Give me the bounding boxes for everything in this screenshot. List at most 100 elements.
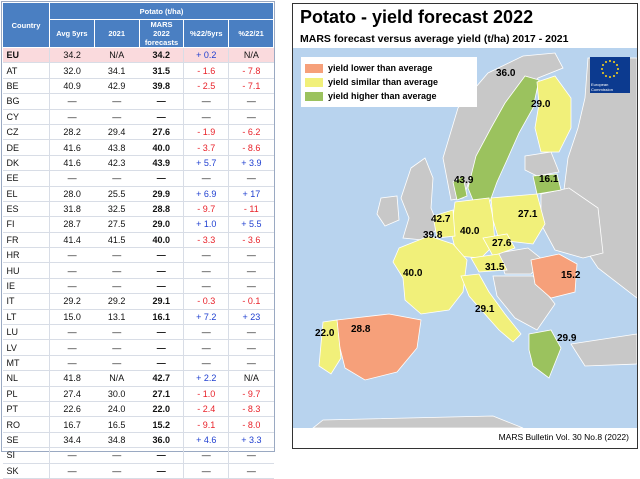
cell-pct-5yrs: - 1.6 xyxy=(183,62,229,79)
cell-2021: — xyxy=(94,170,140,187)
cell-2021: — xyxy=(94,278,140,295)
map-value-de: 40.0 xyxy=(460,226,480,237)
cell-pct-5yrs: — xyxy=(183,93,229,110)
cell-country: PL xyxy=(2,386,50,402)
cell-pct-21: — xyxy=(228,109,274,125)
cell-country: HR xyxy=(2,247,50,264)
cell-mars-forecast: — xyxy=(139,93,184,110)
header-pct-5yrs: %22/5yrs xyxy=(183,19,230,48)
legend-item-lower: yield lower than average xyxy=(305,62,433,74)
cell-pct-21: + 23 xyxy=(228,309,274,326)
cell-pct-5yrs: + 4.6 xyxy=(183,432,229,449)
cell-pct-5yrs: — xyxy=(183,447,229,464)
cell-avg-5yrs: — xyxy=(49,447,95,464)
table-row: BE 40.9 42.9 39.8- 2.5- 7.1 xyxy=(2,78,274,95)
cell-country: IT xyxy=(2,293,50,310)
cell-mars-forecast: — xyxy=(139,355,184,372)
cell-pct-21: N/A xyxy=(228,370,274,387)
table-row: HU — — — — — xyxy=(2,262,274,279)
cell-mars-forecast: — xyxy=(139,109,184,125)
cell-pct-5yrs: + 2.2 xyxy=(183,370,229,387)
cell-2021: 43.8 xyxy=(94,139,140,156)
cell-mars-forecast: 16.1 xyxy=(139,309,184,326)
country-poland xyxy=(490,193,546,245)
cell-avg-5yrs: 32.0 xyxy=(49,62,95,79)
cell-pct-5yrs: — xyxy=(183,355,229,372)
cell-avg-5yrs: — xyxy=(49,262,95,279)
cell-mars-forecast: — xyxy=(139,262,184,279)
map-value-dk: 43.9 xyxy=(454,175,474,186)
cell-pct-21: + 5.5 xyxy=(228,216,274,233)
map-panel: Potato - yield forecast 2022 MARS foreca… xyxy=(292,3,638,449)
country-belarus-ukraine xyxy=(540,187,604,259)
country-uk xyxy=(400,157,440,241)
cell-2021: 42.9 xyxy=(94,78,140,95)
header-2021: 2021 xyxy=(93,19,140,48)
map-legend: yield lower than average yield similar t… xyxy=(301,57,477,107)
cell-avg-5yrs: 40.9 xyxy=(49,78,95,95)
cell-avg-5yrs: — xyxy=(49,278,95,295)
cell-2021: 29.4 xyxy=(94,124,140,141)
cell-2021: — xyxy=(94,109,140,125)
cell-mars-forecast: — xyxy=(139,447,184,464)
table-row: HR — — — — — xyxy=(2,247,274,264)
map-value-cz: 27.6 xyxy=(492,238,512,249)
map-value-lt: 16.1 xyxy=(539,174,559,185)
cell-pct-21: - 7.1 xyxy=(228,78,274,95)
map-value-it: 29.1 xyxy=(475,304,495,315)
cell-avg-5yrs: 34.4 xyxy=(49,432,95,449)
cell-pct-5yrs: - 2.5 xyxy=(183,78,229,95)
cell-avg-5yrs: 41.4 xyxy=(49,232,95,249)
legend-swatch-similar xyxy=(305,77,323,87)
cell-pct-21: - 8.3 xyxy=(228,401,274,418)
country-baltics-nodata xyxy=(524,151,560,177)
country-balkans xyxy=(492,275,556,331)
map-value-nl: 42.7 xyxy=(431,214,451,225)
cell-mars-forecast: 34.2 xyxy=(139,47,184,64)
table-row: SK — — — — — xyxy=(2,463,274,479)
cell-pct-5yrs: — xyxy=(183,278,229,295)
cell-mars-forecast: 29.0 xyxy=(139,216,184,233)
table-row: IT 29.2 29.2 29.1- 0.3- 0.1 xyxy=(2,293,274,310)
map-value-at: 31.5 xyxy=(485,262,505,273)
cell-pct-21: + 3.3 xyxy=(228,432,274,449)
map-value-ro: 15.2 xyxy=(561,270,581,281)
country-turkey xyxy=(570,333,637,367)
cell-pct-21: + 3.9 xyxy=(228,155,274,172)
cell-2021: 42.3 xyxy=(94,155,140,172)
cell-mars-forecast: — xyxy=(139,247,184,264)
eu-flag-caption: European Commission xyxy=(591,82,614,92)
cell-pct-21: - 8.0 xyxy=(228,416,274,433)
cell-avg-5yrs: 41.6 xyxy=(49,155,95,172)
table-row: PL 27.4 30.0 27.1- 1.0- 9.7 xyxy=(2,386,274,402)
map-value-es: 28.8 xyxy=(351,324,371,335)
table-row: DK 41.6 42.3 43.9 + 5.7 + 3.9 xyxy=(2,155,274,172)
cell-2021: 24.0 xyxy=(94,401,140,418)
map-title: Potato - yield forecast 2022 xyxy=(300,7,534,27)
cell-country: LV xyxy=(2,339,50,356)
cell-avg-5yrs: — xyxy=(49,463,95,479)
cell-country: CY xyxy=(2,109,50,125)
map-value-pt: 22.0 xyxy=(315,328,335,339)
cell-avg-5yrs: 28.0 xyxy=(49,186,95,202)
cell-pct-21: — xyxy=(228,324,274,341)
cell-2021: 32.5 xyxy=(94,201,140,218)
country-greece xyxy=(528,329,562,379)
cell-pct-5yrs: + 6.9 xyxy=(183,186,229,202)
header-avg-5yrs: Avg 5yrs xyxy=(49,19,95,48)
header-pct-21: %22/21 xyxy=(228,19,274,48)
cell-mars-forecast: 28.8 xyxy=(139,201,184,218)
cell-2021: — xyxy=(94,93,140,110)
cell-country: IE xyxy=(2,278,50,295)
cell-pct-5yrs: - 1.0 xyxy=(183,386,229,402)
cell-2021: 16.5 xyxy=(94,416,140,433)
header-mars-line1: MARS xyxy=(150,20,173,29)
cell-country: LU xyxy=(2,324,50,341)
cell-mars-forecast: 29.9 xyxy=(139,186,184,202)
cell-2021: 29.2 xyxy=(94,293,140,310)
cell-pct-5yrs: - 2.4 xyxy=(183,401,229,418)
yield-table-panel: Country Potato (t/ha) Avg 5yrs 2021 MARS… xyxy=(1,1,275,479)
legend-item-similar: yield similar than average xyxy=(305,76,438,88)
cell-pct-21: - 3.6 xyxy=(228,232,274,249)
cell-2021: 34.1 xyxy=(94,62,140,79)
